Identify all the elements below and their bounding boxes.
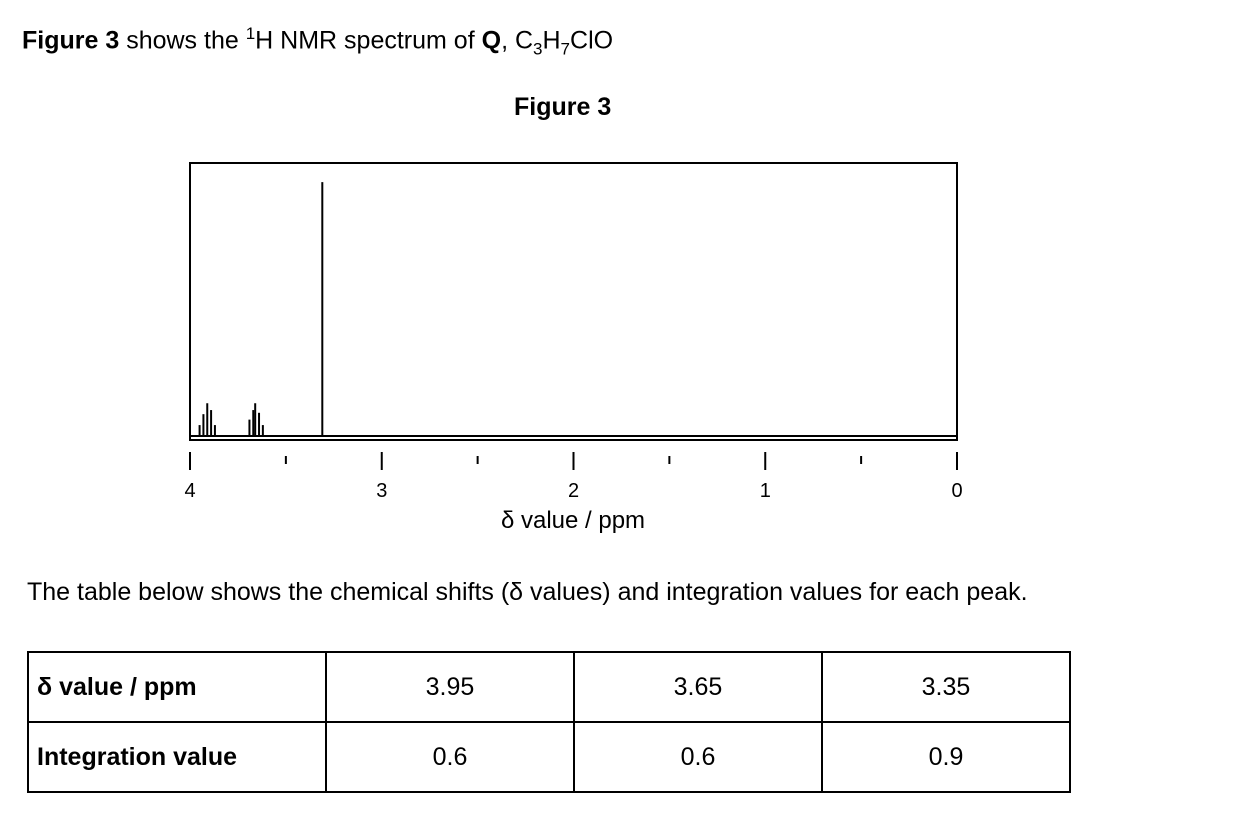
table: δ value / ppm 3.95 3.65 3.35 Integration val… <box>27 651 1071 793</box>
table-cell: 3.95 <box>325 651 575 723</box>
table-cell: 3.65 <box>573 651 823 723</box>
text: ClO <box>570 26 614 55</box>
x-tick-label: 4 <box>184 480 195 502</box>
text: H NMR spectrum of <box>255 26 482 55</box>
table-row: Integration value 0.6 0.6 0.9 <box>27 721 1071 793</box>
bold: Q <box>481 26 502 55</box>
text: H <box>542 26 561 55</box>
table-cell: 3.35 <box>821 651 1071 723</box>
table-cell: δ value / ppm <box>27 651 327 723</box>
sub: 7 <box>560 39 571 59</box>
header: Figure 3 shows the 1H NMR spectrum of Q,… <box>22 24 613 59</box>
figure-title: Figure 3 <box>514 93 612 121</box>
x-tick-label: 3 <box>376 480 387 502</box>
spectrum: δ value / ppm 4 3 2 1 0 <box>184 162 963 534</box>
table-cell: 0.6 <box>573 721 823 793</box>
table-cell: 0.6 <box>325 721 575 793</box>
x-tick-label: 0 <box>951 480 962 502</box>
table-cell: Integration value <box>27 721 327 793</box>
plot-frame <box>189 162 958 441</box>
x-axis-label: δ value / ppm <box>501 507 645 534</box>
x-tick-label: 2 <box>568 480 579 502</box>
paragraph: The table below shows the chemical shift… <box>27 578 1028 606</box>
sup: 1 <box>245 24 256 43</box>
text: shows the <box>119 26 246 55</box>
x-tick-label: 1 <box>760 480 771 502</box>
bold: Figure 3 <box>22 26 120 55</box>
sub: 3 <box>533 39 543 59</box>
table-cell: 0.9 <box>821 721 1071 793</box>
text: , C <box>501 26 534 55</box>
table-row: δ value / ppm 3.95 3.65 3.35 <box>27 651 1071 723</box>
